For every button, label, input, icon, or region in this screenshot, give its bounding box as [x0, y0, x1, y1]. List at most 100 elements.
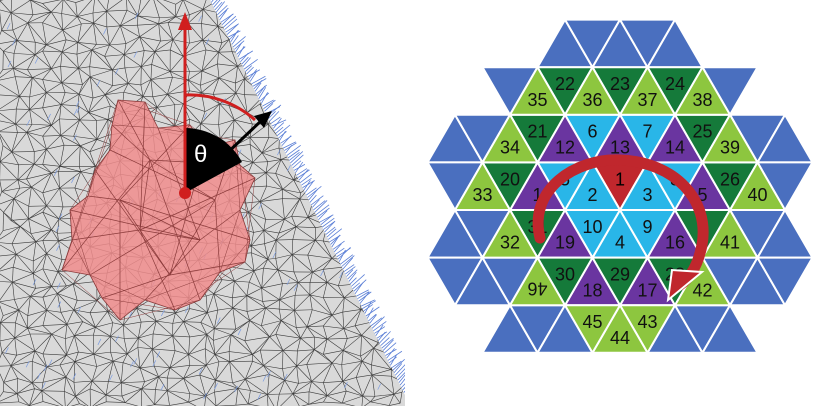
mesh-edge [284, 41, 293, 58]
mesh-edge [262, 12, 275, 17]
mesh-edge [291, 124, 316, 130]
mesh-edge [266, 37, 284, 58]
mesh-edge [390, 55, 405, 69]
mesh-edge [327, 3, 340, 16]
mesh-edge [401, 162, 405, 180]
mesh-edge [375, 153, 389, 161]
mesh-edge [387, 227, 405, 239]
mesh-edge [264, 79, 276, 95]
mesh-edge [387, 44, 405, 55]
mesh-edge [341, 119, 356, 120]
mesh-edge [231, 0, 236, 13]
triangle-label-9: 9 [642, 217, 652, 237]
mesh-edge [347, 131, 355, 139]
mesh-edge [390, 69, 403, 84]
surface-normal-stroke [301, 178, 311, 185]
mesh-edge [297, 0, 310, 13]
surface-normal-stroke [399, 371, 405, 382]
mesh-edge [393, 104, 405, 110]
mesh-edge [355, 26, 373, 42]
mesh-edge [332, 97, 338, 108]
mesh-edge [323, 193, 332, 202]
mesh-edge [370, 241, 392, 248]
mesh-edge [358, 160, 375, 180]
mesh-edge [373, 187, 386, 189]
mesh-edge [279, 58, 284, 72]
triangle-label-43: 43 [637, 312, 657, 332]
mesh-edge [332, 25, 340, 40]
mesh-edge [372, 51, 388, 53]
surface-normal-stroke [231, 30, 238, 42]
mesh-edge [283, 26, 294, 29]
mesh-edge [339, 78, 347, 92]
mesh-edge [307, 17, 326, 18]
mesh-edge [276, 69, 299, 79]
mesh-edge [375, 311, 385, 322]
mesh-edge [385, 1, 392, 10]
mesh-edge [371, 268, 378, 280]
mesh-edge [356, 120, 357, 132]
mesh-edge [323, 165, 327, 178]
mesh-edge [276, 79, 295, 97]
mesh-edge [389, 139, 391, 153]
mesh-edge [295, 97, 309, 108]
mesh-edge [293, 36, 310, 41]
mesh-edge [312, 85, 314, 91]
mesh-edge [393, 94, 404, 97]
mesh-edge [278, 109, 292, 125]
surface-normal-stroke [261, 92, 267, 103]
mesh-edge [327, 162, 347, 178]
mesh-edge [357, 119, 371, 120]
mesh-edge [370, 69, 390, 80]
triangle-label-12: 12 [555, 138, 575, 158]
mesh-edge [379, 268, 393, 286]
mesh-edge [323, 23, 332, 41]
mesh-edge [389, 146, 402, 153]
mesh-edge [340, 0, 358, 3]
mesh-edge [292, 2, 296, 13]
mesh-edge [293, 41, 315, 53]
triangle-label-23: 23 [610, 74, 630, 94]
surface-normal-stroke [339, 250, 345, 262]
mesh-edge [388, 286, 393, 297]
mesh-edge [386, 326, 405, 327]
triangle-label-20: 20 [500, 169, 520, 189]
triangle-label-19: 19 [555, 233, 575, 253]
mesh-edge [323, 41, 332, 52]
mesh-edge [260, 58, 284, 66]
surface-normal-stroke [354, 280, 366, 292]
mesh-edge [262, 0, 280, 18]
mesh-edge [327, 178, 347, 192]
mesh-edge [371, 119, 376, 134]
mesh-edge [401, 268, 405, 286]
mesh-edge [372, 44, 388, 53]
mesh-edge [291, 108, 309, 124]
triangle-label-16: 16 [665, 233, 685, 253]
mesh-edge [295, 53, 315, 58]
mesh-edge [312, 80, 323, 85]
mesh-edge [323, 65, 327, 80]
surface-normal-stroke [321, 216, 332, 225]
mesh-edge [275, 12, 282, 28]
mesh-edge [310, 36, 315, 53]
mesh-edge [309, 91, 314, 108]
mesh-edge [298, 131, 317, 152]
mesh-edge [375, 0, 392, 1]
mesh-edge [323, 80, 332, 98]
mesh-edge [357, 187, 373, 192]
surface-normal-stroke [244, 59, 258, 69]
mesh-edge [358, 162, 361, 181]
mesh-edge [403, 64, 405, 84]
triangle-label-33: 33 [472, 185, 492, 205]
mesh-edge [249, 29, 267, 37]
mesh-edge [392, 239, 405, 247]
mesh-edge [327, 178, 341, 180]
triangle-label-24: 24 [665, 74, 685, 94]
surface-normal-stroke [381, 338, 390, 346]
mesh-edge [339, 233, 345, 245]
mesh-edge [357, 192, 359, 206]
mesh-edge [284, 58, 299, 69]
mesh-edge [338, 92, 347, 109]
mesh-edge [375, 0, 378, 11]
